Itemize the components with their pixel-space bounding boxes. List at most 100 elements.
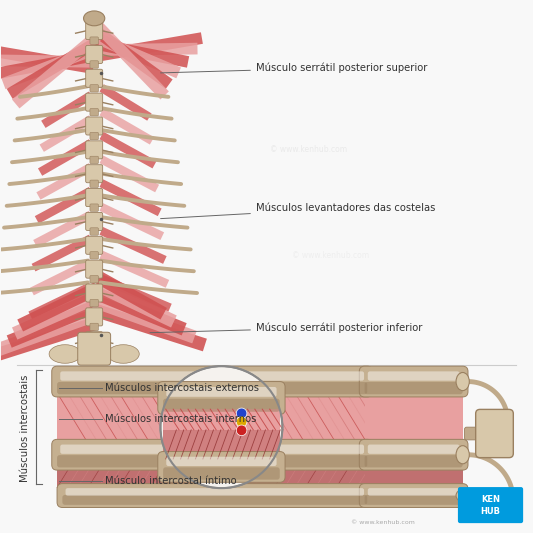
Polygon shape [92, 304, 101, 313]
Text: © www.kenhub.com: © www.kenhub.com [351, 520, 415, 524]
FancyBboxPatch shape [86, 141, 103, 159]
Text: Músculos intercostais internos: Músculos intercostais internos [105, 414, 256, 424]
FancyBboxPatch shape [57, 483, 373, 507]
FancyBboxPatch shape [86, 45, 103, 63]
Circle shape [236, 408, 247, 419]
Polygon shape [94, 271, 167, 319]
FancyBboxPatch shape [86, 260, 103, 278]
Polygon shape [94, 43, 198, 56]
FancyBboxPatch shape [90, 228, 99, 235]
FancyBboxPatch shape [163, 409, 280, 430]
Polygon shape [92, 33, 203, 62]
FancyBboxPatch shape [475, 409, 513, 458]
FancyBboxPatch shape [158, 451, 285, 482]
Polygon shape [41, 92, 93, 128]
Text: Músculo serrátil posterior inferior: Músculo serrátil posterior inferior [150, 322, 422, 333]
FancyBboxPatch shape [166, 387, 277, 397]
FancyBboxPatch shape [359, 483, 468, 507]
Polygon shape [100, 274, 172, 312]
FancyBboxPatch shape [86, 332, 103, 350]
FancyBboxPatch shape [365, 455, 463, 467]
Text: © www.kenhub.com: © www.kenhub.com [270, 410, 348, 419]
Polygon shape [94, 287, 187, 335]
Polygon shape [35, 187, 93, 224]
Polygon shape [94, 38, 189, 68]
Polygon shape [28, 282, 93, 319]
FancyBboxPatch shape [90, 252, 99, 259]
Polygon shape [0, 44, 94, 74]
Text: Músculos levantadores das costelas: Músculos levantadores das costelas [160, 203, 435, 219]
FancyBboxPatch shape [90, 323, 99, 330]
Ellipse shape [84, 11, 105, 26]
FancyBboxPatch shape [158, 382, 285, 415]
Text: Músculo intercostal íntimo: Músculo intercostal íntimo [105, 477, 237, 486]
FancyBboxPatch shape [90, 300, 99, 307]
Polygon shape [12, 30, 102, 108]
Polygon shape [33, 211, 93, 247]
Text: Músculos intercostais externos: Músculos intercostais externos [105, 383, 259, 393]
FancyBboxPatch shape [163, 430, 280, 459]
FancyBboxPatch shape [57, 445, 367, 488]
Polygon shape [17, 282, 100, 332]
FancyBboxPatch shape [465, 427, 482, 440]
Ellipse shape [108, 345, 139, 364]
Polygon shape [39, 115, 93, 152]
FancyBboxPatch shape [368, 445, 459, 454]
Polygon shape [100, 84, 151, 120]
FancyBboxPatch shape [86, 213, 103, 230]
Ellipse shape [492, 440, 508, 451]
Polygon shape [92, 296, 101, 305]
FancyBboxPatch shape [60, 372, 364, 381]
Polygon shape [94, 33, 181, 78]
FancyBboxPatch shape [368, 488, 459, 496]
Circle shape [236, 417, 247, 427]
Polygon shape [94, 304, 207, 351]
Text: © www.kenhub.com: © www.kenhub.com [270, 146, 348, 155]
FancyBboxPatch shape [90, 61, 99, 68]
Polygon shape [100, 132, 157, 168]
FancyBboxPatch shape [458, 487, 523, 523]
FancyBboxPatch shape [86, 284, 103, 302]
Polygon shape [100, 156, 159, 192]
FancyBboxPatch shape [90, 204, 99, 212]
FancyBboxPatch shape [163, 399, 280, 412]
Polygon shape [36, 163, 93, 200]
FancyBboxPatch shape [86, 21, 103, 39]
Polygon shape [94, 28, 173, 89]
FancyBboxPatch shape [166, 457, 277, 466]
FancyBboxPatch shape [90, 276, 99, 283]
Polygon shape [12, 291, 100, 340]
FancyBboxPatch shape [359, 439, 468, 470]
FancyBboxPatch shape [86, 189, 103, 207]
FancyBboxPatch shape [90, 347, 99, 354]
Text: KEN: KEN [481, 495, 500, 504]
FancyBboxPatch shape [57, 455, 367, 467]
FancyBboxPatch shape [368, 372, 459, 381]
Ellipse shape [456, 373, 470, 391]
Ellipse shape [456, 446, 470, 464]
FancyBboxPatch shape [62, 495, 367, 505]
Circle shape [236, 425, 247, 435]
FancyBboxPatch shape [163, 467, 280, 480]
Polygon shape [100, 251, 169, 288]
Polygon shape [100, 108, 154, 144]
FancyBboxPatch shape [78, 332, 111, 365]
FancyBboxPatch shape [90, 109, 99, 116]
FancyBboxPatch shape [52, 366, 373, 397]
FancyBboxPatch shape [86, 69, 103, 87]
Polygon shape [2, 43, 98, 89]
FancyBboxPatch shape [57, 393, 367, 445]
Polygon shape [7, 37, 100, 99]
FancyBboxPatch shape [86, 165, 103, 183]
Polygon shape [92, 287, 101, 296]
FancyBboxPatch shape [52, 439, 373, 470]
Circle shape [160, 366, 282, 488]
FancyBboxPatch shape [66, 488, 364, 496]
Polygon shape [92, 313, 101, 322]
Polygon shape [100, 227, 167, 264]
Polygon shape [0, 308, 99, 356]
Polygon shape [7, 300, 99, 348]
FancyBboxPatch shape [86, 93, 103, 111]
FancyBboxPatch shape [365, 495, 463, 505]
Polygon shape [0, 54, 94, 68]
